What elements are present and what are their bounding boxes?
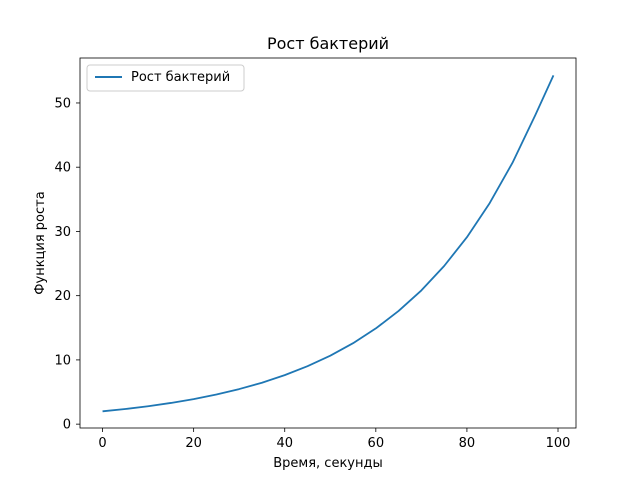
series-line-0 <box>102 74 555 413</box>
y-tick-label: 50 <box>54 96 71 111</box>
legend: Рост бактерий <box>86 64 245 92</box>
x-tick-label: 20 <box>185 436 202 451</box>
plot-area <box>79 57 577 429</box>
chart-title: Рост бактерий <box>267 34 389 53</box>
x-tick-label: 60 <box>368 436 385 451</box>
y-tick-label: 30 <box>54 225 71 240</box>
y-tick-label: 40 <box>54 161 71 176</box>
y-axis-label: Функция роста <box>33 191 48 294</box>
y-axis: 0 10 20 30 40 50 <box>54 96 80 433</box>
legend-label: Рост бактерий <box>131 70 230 85</box>
x-axis: 0 20 40 60 80 100 <box>98 428 570 451</box>
y-tick-label: 10 <box>54 353 71 368</box>
y-tick-label: 20 <box>54 289 71 304</box>
y-tick-label: 0 <box>63 418 71 433</box>
x-tick-label: 100 <box>546 436 571 451</box>
legend-box <box>86 64 245 92</box>
x-tick-label: 40 <box>276 436 293 451</box>
x-tick-label: 80 <box>459 436 476 451</box>
series-layer <box>102 74 555 413</box>
x-axis-label: Время, секунды <box>273 456 383 471</box>
x-tick-label: 0 <box>98 436 106 451</box>
